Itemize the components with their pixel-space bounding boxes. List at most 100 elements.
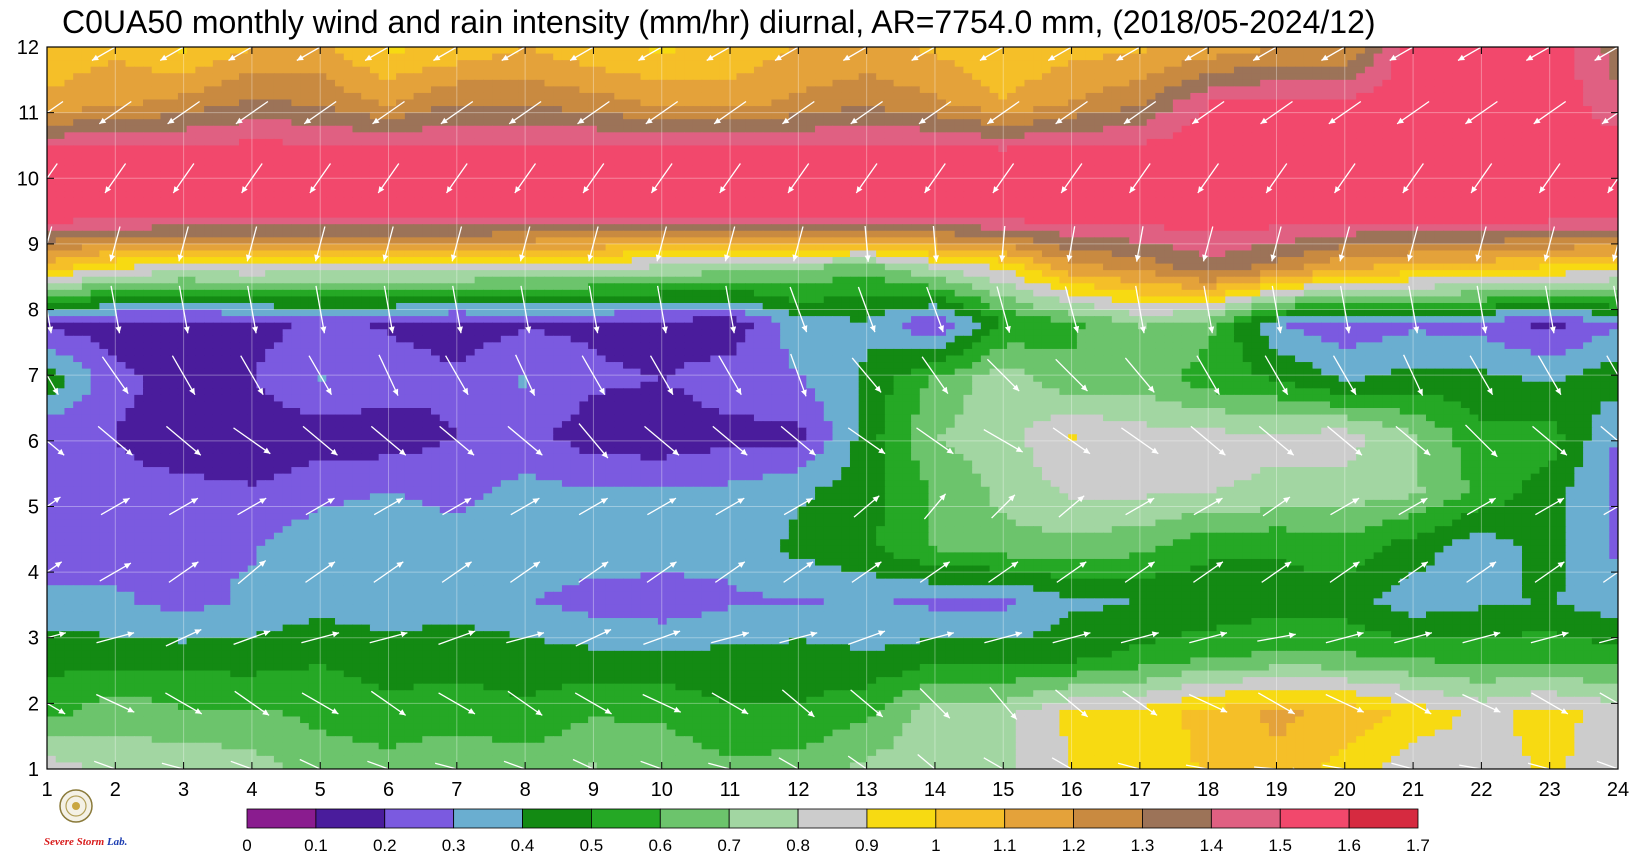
heat-cell (465, 138, 476, 147)
heat-cell (727, 73, 738, 81)
heat-cell (771, 60, 781, 68)
heat-cell (1251, 119, 1261, 127)
heat-cell (1556, 125, 1567, 133)
heat-cell (1452, 92, 1462, 101)
heat-cell (1172, 138, 1183, 147)
heat-cell (1137, 158, 1148, 166)
heat-cell (527, 197, 537, 206)
heat-cell (945, 184, 956, 192)
heat-cell (1033, 79, 1043, 87)
heat-cell (1513, 53, 1523, 61)
heat-cell (1137, 132, 1148, 140)
heat-cell (483, 106, 493, 114)
heat-cell (1478, 86, 1488, 94)
heat-cell (980, 138, 991, 147)
heat-cell (1111, 211, 1122, 219)
heat-cell (230, 224, 240, 232)
heat-cell (465, 191, 476, 199)
heat-cell (649, 86, 659, 94)
heat-cell (1495, 204, 1506, 212)
heat-cell (518, 112, 528, 120)
heat-cell (1155, 92, 1165, 101)
heat-cell (125, 86, 135, 94)
heat-cell (1059, 178, 1069, 186)
heat-cell (448, 112, 458, 120)
heat-cell (230, 211, 240, 219)
heat-cell (972, 73, 982, 81)
heat-cell (657, 53, 668, 61)
heat-cell (396, 158, 406, 166)
heat-cell (919, 184, 930, 192)
heat-cell (727, 197, 738, 206)
heat-cell (884, 53, 895, 61)
heat-cell (247, 184, 258, 192)
heat-cell (1600, 171, 1610, 179)
heat-cell (457, 132, 467, 140)
heat-cell (1181, 99, 1191, 107)
heat-cell (465, 197, 476, 206)
heat-cell (195, 99, 205, 107)
heat-cell (1460, 158, 1471, 166)
heat-cell (684, 224, 694, 232)
heat-cell (177, 204, 188, 212)
heat-cell (483, 145, 493, 153)
heat-cell (1137, 47, 1148, 55)
heat-cell (771, 132, 781, 140)
heat-cell (448, 211, 458, 219)
heat-cell (1591, 106, 1602, 114)
heat-cell (535, 138, 546, 147)
heat-cell (954, 165, 965, 173)
heat-cell (553, 204, 563, 212)
heat-cell (483, 224, 493, 232)
heat-cell (134, 86, 144, 94)
heat-cell (169, 47, 179, 55)
heat-cell (1530, 99, 1541, 107)
heat-cell (1434, 184, 1445, 192)
heat-cell (1478, 66, 1488, 74)
heat-cell (1199, 224, 1209, 232)
heat-cell (1164, 145, 1174, 153)
heat-cell (500, 145, 511, 153)
heat-cell (841, 106, 851, 114)
heat-cell (1059, 125, 1069, 133)
heat-cell (753, 217, 764, 225)
heat-cell (884, 119, 895, 127)
heat-cell (151, 217, 162, 225)
heat-cell (1460, 197, 1471, 206)
heat-cell (1024, 191, 1034, 199)
heat-cell (335, 191, 345, 199)
heat-cell (884, 171, 895, 179)
heat-cell (1068, 112, 1078, 120)
heat-cell (1443, 165, 1453, 173)
heat-cell (160, 158, 170, 166)
heat-cell (160, 171, 170, 179)
heat-cell (1443, 197, 1453, 206)
heat-cell (657, 145, 668, 153)
heat-cell (1329, 66, 1340, 74)
heat-cell (649, 92, 659, 101)
heat-cell (1146, 191, 1157, 199)
heat-cell (849, 217, 860, 225)
heat-cell (928, 152, 938, 160)
heat-cell (980, 73, 991, 81)
heat-cell (177, 47, 188, 55)
heat-cell (928, 119, 938, 127)
heat-cell (413, 138, 423, 147)
heat-cell (797, 217, 807, 225)
heat-cell (701, 79, 711, 87)
heat-cell (1373, 152, 1383, 160)
heat-cell (1600, 132, 1610, 140)
heat-cell (116, 178, 127, 186)
heat-cell (81, 184, 92, 192)
heat-cell (1268, 152, 1279, 160)
heat-cell (1487, 158, 1497, 166)
heat-cell (1137, 217, 1148, 225)
heat-cell (614, 125, 624, 133)
heat-cell (125, 47, 135, 55)
heat-cell (823, 171, 834, 179)
heat-cell (1103, 191, 1113, 199)
heat-cell (972, 191, 982, 199)
heat-cell (1190, 165, 1200, 173)
heat-cell (81, 191, 92, 199)
heat-cell (151, 184, 162, 192)
